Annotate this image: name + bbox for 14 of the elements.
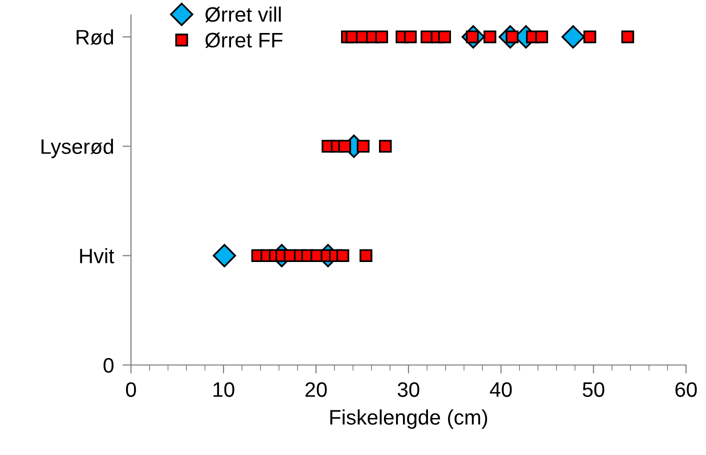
x-tick-label: 40	[490, 382, 512, 397]
y-tick-label: Lyserød	[42, 138, 113, 158]
y-tick-label: 0	[104, 358, 114, 373]
x-axis-title: Fiskelengde (cm)	[330, 409, 488, 429]
y-tick-label: Hvit	[80, 248, 114, 264]
x-tick-label: 60	[675, 382, 697, 397]
x-tick-label: 30	[398, 382, 420, 397]
x-tick-label: 20	[305, 382, 327, 397]
y-tick-label: Rød	[76, 29, 113, 45]
x-tick-label: 10	[214, 382, 234, 397]
x-tick-label: 0	[126, 382, 136, 397]
legend-label: Ørret vill	[205, 6, 281, 22]
x-tick-label: 50	[582, 382, 604, 397]
legend-label: Ørret FF	[205, 32, 282, 48]
